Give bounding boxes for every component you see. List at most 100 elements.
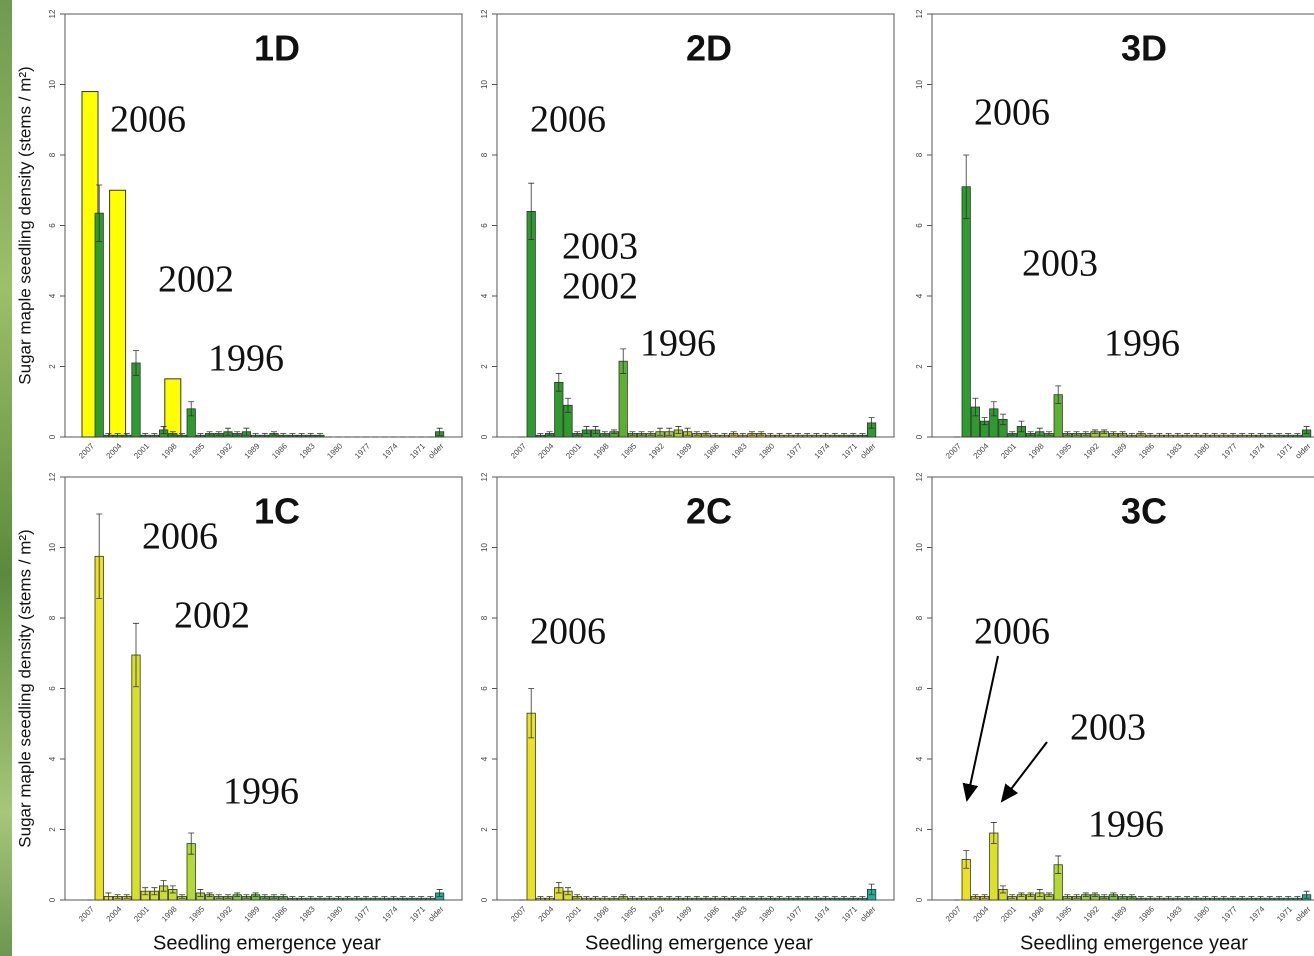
x-tick-label: 1998: [160, 904, 179, 923]
annotation: 2006: [974, 92, 1050, 134]
y-tick-label: 0: [480, 434, 489, 439]
x-tick-label: 1971: [408, 904, 427, 923]
x-tick-label: older: [427, 904, 446, 923]
annotation: 2002: [562, 266, 638, 308]
x-tick-label: 2004: [105, 441, 124, 460]
x-tick-label: 2001: [564, 441, 583, 460]
y-tick-label: 4: [48, 756, 57, 761]
x-tick-label: 1974: [813, 904, 832, 923]
bar: [95, 213, 103, 437]
x-tick-label: 1983: [298, 904, 317, 923]
x-tick-label: 2004: [972, 904, 991, 923]
x-axis-label: Seedling emergence year: [1020, 932, 1248, 954]
x-tick-label: 1992: [215, 441, 234, 460]
annotation: 1996: [1104, 323, 1180, 365]
annotation: 2006: [142, 516, 218, 558]
bar: [962, 187, 970, 437]
x-tick-label: 1980: [325, 441, 344, 460]
x-tick-label: 2004: [105, 904, 124, 923]
panel-title: 2C: [686, 491, 732, 532]
x-tick-label: 1980: [1192, 904, 1211, 923]
bar: [95, 556, 103, 900]
x-tick-label: 1983: [730, 441, 749, 460]
x-tick-label: older: [1294, 904, 1313, 923]
y-tick-label: 0: [48, 897, 57, 902]
y-tick-label: 12: [915, 9, 924, 18]
y-tick-label: 10: [915, 80, 924, 89]
y-tick-label: 6: [48, 223, 57, 228]
x-axis-label: Seedling emergence year: [153, 932, 381, 954]
x-tick-label: 1998: [592, 441, 611, 460]
y-tick-label: 10: [48, 80, 57, 89]
x-tick-label: 1992: [1082, 441, 1101, 460]
bar: [527, 211, 535, 437]
y-tick-label: 12: [480, 9, 489, 18]
x-tick-label: 2001: [564, 904, 583, 923]
x-tick-label: 1974: [813, 441, 832, 460]
figure: 0246810122007200420011998199519921989198…: [0, 0, 1314, 956]
x-tick-label: 1977: [785, 904, 804, 923]
x-tick-label: 1995: [619, 441, 638, 460]
x-tick-label: 2007: [509, 904, 528, 923]
x-tick-label: 2001: [999, 441, 1018, 460]
plot-frame: [932, 14, 1314, 437]
x-tick-label: 1974: [1248, 904, 1267, 923]
y-tick-label: 6: [915, 223, 924, 228]
x-tick-label: 2007: [77, 441, 96, 460]
annotation: 2006: [110, 99, 186, 141]
bar: [527, 713, 535, 900]
x-tick-label: 1977: [1220, 441, 1239, 460]
x-tick-label: 2004: [537, 441, 556, 460]
y-tick-label: 8: [48, 152, 57, 157]
x-tick-label: 1980: [1192, 441, 1211, 460]
x-tick-label: 1995: [187, 904, 206, 923]
x-tick-label: 2004: [972, 441, 991, 460]
x-tick-label: 1980: [757, 441, 776, 460]
x-tick-label: 1971: [1275, 441, 1294, 460]
x-tick-label: 1983: [1165, 441, 1184, 460]
y-tick-label: 10: [915, 543, 924, 552]
y-tick-label: 0: [480, 897, 489, 902]
x-tick-label: 1971: [840, 441, 859, 460]
overlay-bar: [110, 190, 126, 437]
y-tick-label: 6: [915, 686, 924, 691]
y-tick-label: 10: [480, 80, 489, 89]
x-tick-label: 1989: [675, 904, 694, 923]
x-tick-label: 2004: [537, 904, 556, 923]
x-tick-label: 1992: [647, 441, 666, 460]
x-tick-label: 1998: [160, 441, 179, 460]
y-axis-label: Sugar maple seedling density (stems / m²…: [15, 529, 34, 847]
y-tick-label: 0: [48, 434, 57, 439]
y-tick-label: 4: [915, 293, 924, 298]
annotation: 2006: [974, 611, 1050, 653]
annotation: 2006: [530, 99, 606, 141]
x-tick-label: 2001: [999, 904, 1018, 923]
x-tick-label: 1995: [619, 904, 638, 923]
x-tick-label: 1980: [757, 904, 776, 923]
panel-title: 1D: [254, 28, 300, 69]
overlay-bar: [165, 379, 181, 437]
y-tick-label: 4: [480, 756, 489, 761]
panel-title: 2D: [686, 28, 732, 69]
y-tick-label: 12: [480, 472, 489, 481]
x-tick-label: 1974: [1248, 441, 1267, 460]
x-tick-label: 1971: [1275, 904, 1294, 923]
y-tick-label: 12: [48, 9, 57, 18]
y-tick-label: 0: [915, 434, 924, 439]
x-tick-label: 1986: [270, 441, 289, 460]
x-tick-label: older: [1294, 441, 1313, 460]
x-tick-label: 1986: [702, 904, 721, 923]
y-tick-label: 6: [48, 686, 57, 691]
x-tick-label: 1983: [1165, 904, 1184, 923]
annotation: 2003: [1070, 707, 1146, 749]
y-tick-label: 8: [480, 152, 489, 157]
y-tick-label: 2: [48, 827, 57, 832]
x-tick-label: 2007: [77, 904, 96, 923]
x-tick-label: 1971: [840, 904, 859, 923]
x-tick-label: 1971: [408, 441, 427, 460]
annotation: 1996: [208, 338, 284, 380]
x-tick-label: 1983: [298, 441, 317, 460]
x-tick-label: 1977: [353, 441, 372, 460]
x-tick-label: 1989: [243, 441, 262, 460]
y-tick-label: 2: [915, 827, 924, 832]
